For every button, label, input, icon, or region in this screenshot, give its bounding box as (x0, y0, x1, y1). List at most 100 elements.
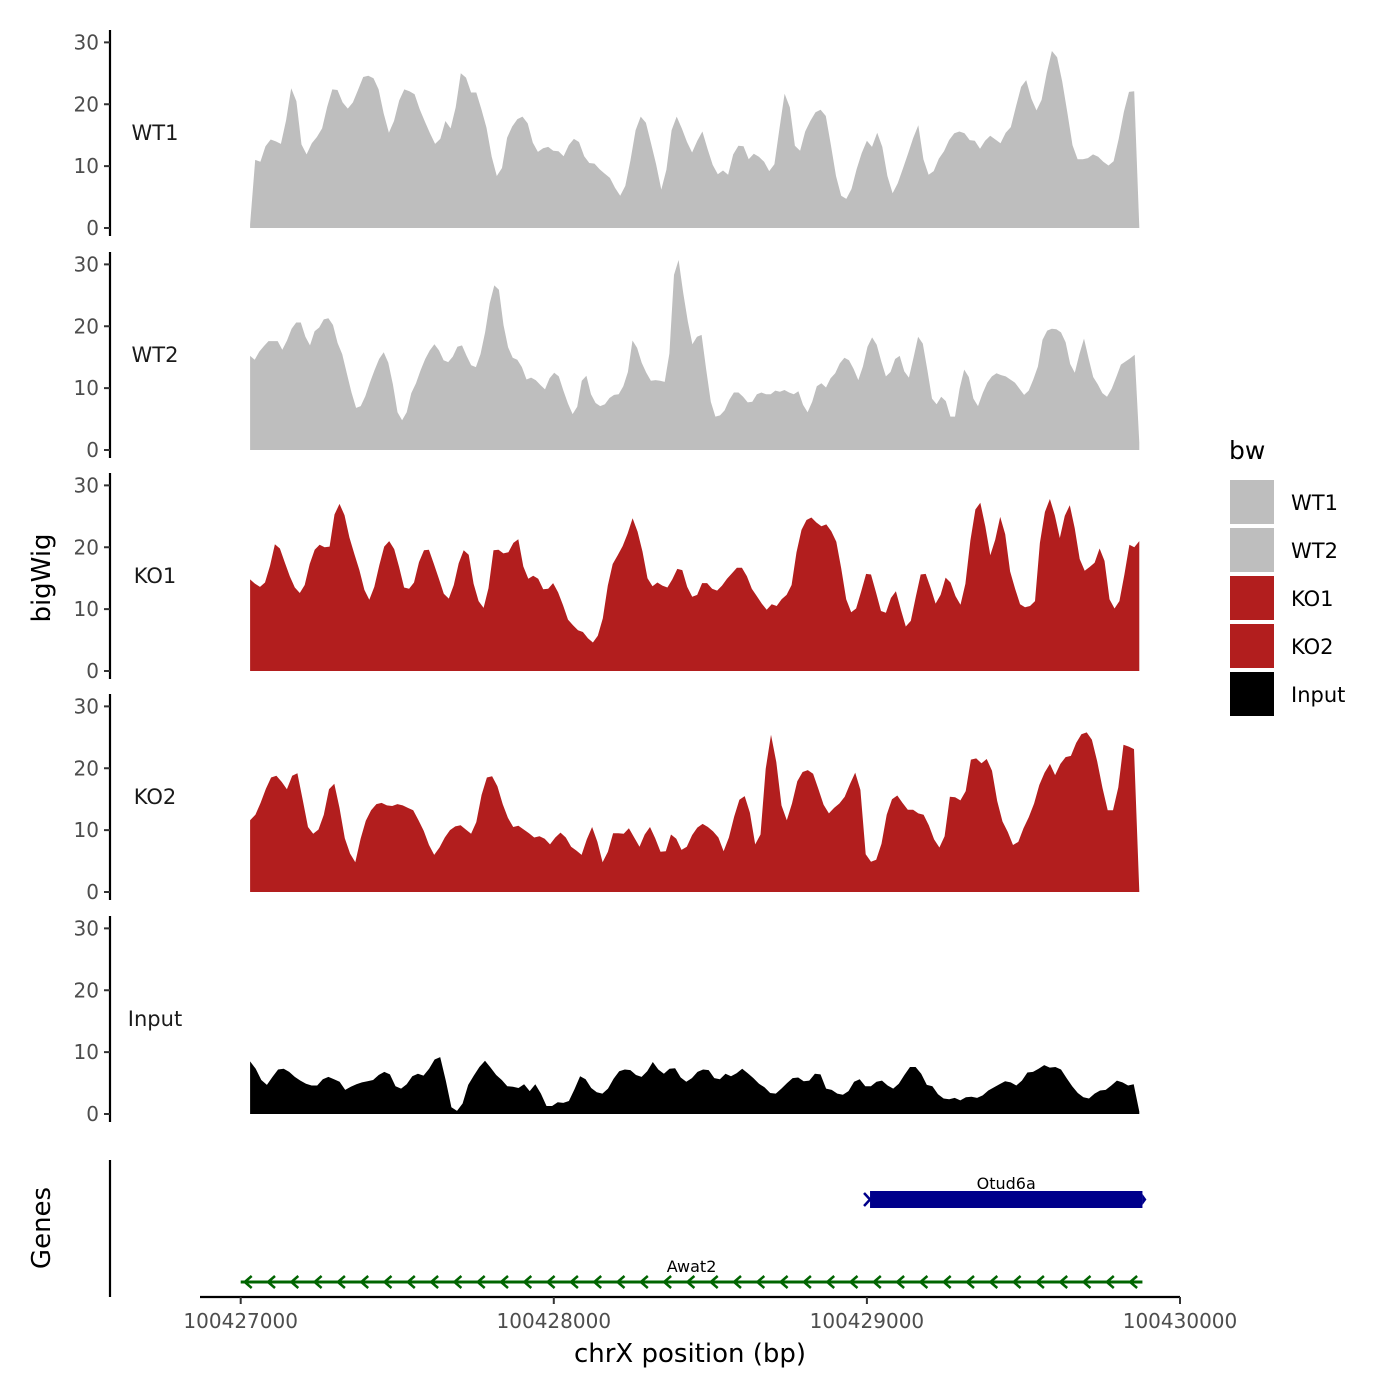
y-tick-label: 0 (86, 216, 99, 240)
y-tick-label: 30 (74, 473, 99, 497)
area-ko1 (250, 499, 1140, 671)
strand-arrow (988, 1275, 999, 1289)
strand-arrow (1104, 1275, 1115, 1289)
y-tick-label: 20 (74, 978, 99, 1002)
gene-awat2: Awat2 (240, 1257, 1143, 1289)
x-tick-label: 100428000 (497, 1309, 612, 1333)
gene-body (870, 1191, 1143, 1208)
strand-arrow (359, 1275, 370, 1289)
y-tick-label: 0 (86, 659, 99, 683)
area-input (250, 1057, 1140, 1114)
y-tick-label: 20 (74, 314, 99, 338)
strand-arrow (592, 1275, 603, 1289)
strand-arrow (638, 1275, 649, 1289)
strand-arrow (452, 1275, 463, 1289)
legend-label: KO1 (1291, 587, 1334, 611)
strand-arrow (1058, 1275, 1069, 1289)
strand-arrow (1128, 1275, 1138, 1289)
strand-arrow (662, 1275, 672, 1289)
strand-arrow (266, 1275, 276, 1289)
area-ko2 (250, 732, 1140, 892)
track-ko2: 0 10 20 30 KO2 (74, 694, 1140, 904)
gene-label: Otud6a (977, 1174, 1036, 1193)
legend-item-ko1: KO1 (1230, 576, 1334, 620)
strand-arrow (895, 1275, 905, 1289)
strand-arrow (335, 1275, 346, 1289)
track-label: KO1 (134, 564, 177, 588)
y-tick-label: 30 (74, 916, 99, 940)
strand-arrow (545, 1275, 556, 1289)
y-tick-label: 20 (74, 535, 99, 559)
strand-arrow (801, 1275, 812, 1289)
strand-arrow (918, 1275, 929, 1289)
strand-arrow (568, 1275, 579, 1289)
strand-arrow (522, 1275, 533, 1289)
genes-axis-title: Genes (27, 1187, 57, 1269)
strand-arrow (1034, 1275, 1045, 1289)
y-tick-label: 20 (74, 756, 99, 780)
track-label: KO2 (134, 785, 177, 809)
strand-arrow (615, 1275, 626, 1289)
legend-swatch (1230, 528, 1274, 572)
genes-panel: Otud6a Awat2 (108, 1160, 1147, 1297)
legend: bw WT1 WT2 KO1 KO2 Input (1229, 436, 1345, 716)
legend-item-input: Input (1230, 672, 1345, 716)
track-wt1: 0 10 20 30 WT1 (74, 30, 1140, 240)
x-axis: 100427000 100428000 100429000 100430000 (183, 1295, 1238, 1333)
x-tick-label: 100429000 (810, 1309, 925, 1333)
strand-arrow (312, 1275, 323, 1289)
legend-item-ko2: KO2 (1230, 624, 1334, 668)
track-label: WT1 (132, 121, 179, 145)
strand-arrow (871, 1275, 882, 1289)
legend-label: KO2 (1291, 635, 1334, 659)
strand-arrow (1081, 1275, 1092, 1289)
track-label: WT2 (132, 343, 179, 367)
track-ko1: 0 10 20 30 KO1 (74, 473, 1140, 683)
x-axis-title: chrX position (bp) (574, 1339, 806, 1369)
strand-arrow (708, 1275, 719, 1289)
y-tick-label: 0 (86, 1102, 99, 1126)
tracks: 0 10 20 30 WT1 0 10 20 30 WT2 0 10 20 30 KO1 0 10 20 30 KO2… (74, 30, 1140, 1126)
legend-swatch (1230, 576, 1274, 620)
strand-arrow (732, 1275, 742, 1289)
legend-swatch (1230, 480, 1274, 524)
gene-label: Awat2 (667, 1257, 717, 1276)
strand-arrow (429, 1275, 439, 1289)
y-tick-label: 10 (74, 376, 99, 400)
track-wt2: 0 10 20 30 WT2 (74, 252, 1140, 462)
strand-arrow (382, 1275, 393, 1289)
strand-arrow (475, 1275, 486, 1289)
track-label: Input (128, 1007, 182, 1031)
y-tick-label: 0 (86, 880, 99, 904)
strand-arrow (863, 1192, 872, 1207)
area-wt2 (250, 260, 1140, 450)
strand-arrow (242, 1275, 253, 1289)
y-tick-label: 10 (74, 154, 99, 178)
legend-swatch (1230, 672, 1274, 716)
legend-label: WT1 (1291, 491, 1338, 515)
legend-item-wt2: WT2 (1230, 528, 1338, 572)
legend-title: bw (1229, 436, 1265, 465)
area-wt1 (250, 51, 1140, 228)
y-tick-label: 10 (74, 597, 99, 621)
y-tick-label: 10 (74, 1040, 99, 1064)
track-input: 0 10 20 30 Input (74, 916, 1140, 1126)
strand-arrow (755, 1275, 766, 1289)
x-tick-label: 100430000 (1123, 1309, 1238, 1333)
strand-arrow (289, 1275, 300, 1289)
y-tick-label: 10 (74, 818, 99, 842)
y-tick-label: 20 (74, 92, 99, 116)
y-tick-label: 30 (74, 30, 99, 54)
strand-arrow (965, 1275, 975, 1289)
y-tick-label: 30 (74, 694, 99, 718)
strand-arrow (825, 1275, 836, 1289)
strand-arrow (405, 1275, 416, 1289)
strand-arrow (499, 1275, 509, 1289)
y-axis-title: bigWig (27, 533, 57, 622)
strand-arrow (1011, 1275, 1022, 1289)
legend-label: Input (1291, 683, 1345, 707)
legend-item-wt1: WT1 (1230, 480, 1338, 524)
strand-arrow (685, 1275, 696, 1289)
x-tick-label: 100427000 (183, 1309, 298, 1333)
